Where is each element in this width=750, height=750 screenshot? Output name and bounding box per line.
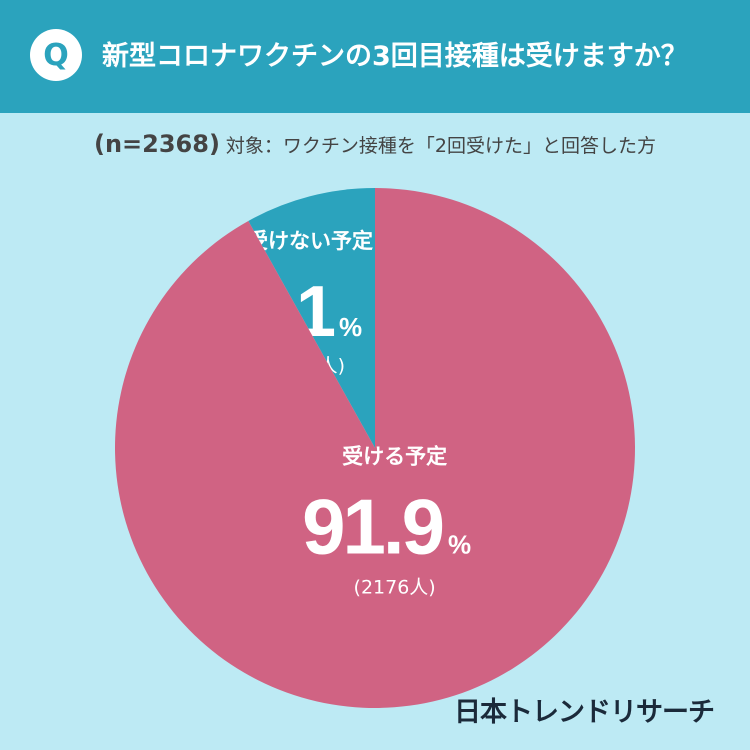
pie-slice-1 bbox=[114, 188, 636, 709]
slice-count-1: (2176人) bbox=[354, 576, 436, 598]
slice-label-1: 受ける予定 bbox=[342, 444, 447, 468]
pie-slice-0 bbox=[248, 188, 375, 448]
slice-value-1: 91.9% bbox=[302, 482, 471, 570]
slice-label-group-1: 受ける予定 91.9 % (2176人) bbox=[302, 444, 471, 598]
q-badge-icon: Q bbox=[30, 29, 82, 81]
survey-target: 対象：ワクチン接種を「2回受けた」と回答した方 bbox=[225, 135, 657, 157]
brand-logo: 日本トレンドリサーチ bbox=[454, 697, 715, 728]
question-header: Q 新型コロナワクチンの3回目接種は受けますか？ bbox=[0, 0, 750, 113]
sample-size: (n=2368) bbox=[93, 130, 220, 158]
question-title: 新型コロナワクチンの3回目接種は受けますか？ bbox=[102, 41, 688, 72]
survey-subtitle: (n=2368) 対象：ワクチン接種を「2回受けた」と回答した方 bbox=[0, 130, 750, 158]
slice-label-0: 受けない予定 bbox=[247, 229, 373, 253]
